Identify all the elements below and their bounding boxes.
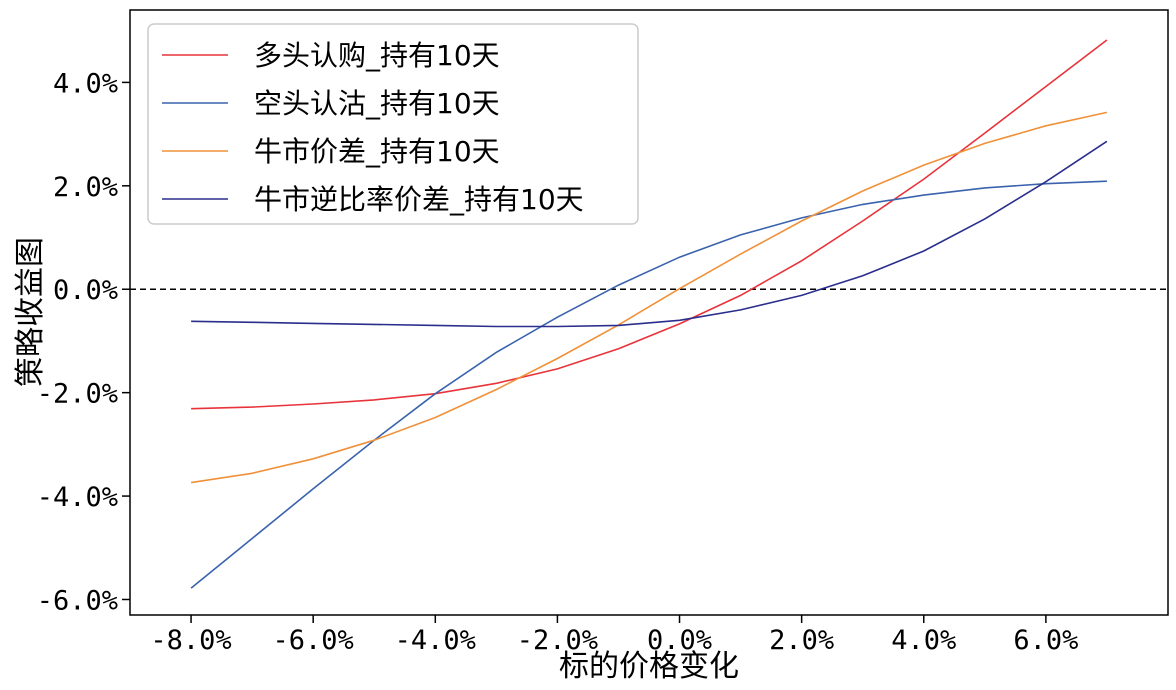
legend-label-2: 牛市价差_持有10天 [254, 135, 500, 168]
legend: 多头认购_持有10天空头认沽_持有10天牛市价差_持有10天牛市逆比率价差_持有… [147, 23, 639, 225]
series-layer [190, 39, 1108, 589]
legend-label-1: 空头认沽_持有10天 [254, 87, 500, 120]
x-tick-label: -4.0% [395, 625, 476, 656]
x-tick-label: 4.0% [891, 625, 956, 656]
x-tick-label: -2.0% [517, 625, 598, 656]
y-tick-label: 0.0% [53, 275, 118, 306]
x-axis-title: 标的价格变化 [559, 649, 739, 684]
legend-box [147, 23, 639, 225]
x-tick-label: 0.0% [647, 625, 712, 656]
y-tick-label: 4.0% [53, 68, 118, 99]
x-axis: -8.0% -6.0% -4.0% -2.0% 0.0% 2.0% 4.0% 6.0% [150, 615, 1078, 656]
y-tick-label: -2.0% [37, 379, 118, 410]
y-tick-label: -6.0% [37, 585, 118, 616]
x-tick-label: 2.0% [769, 625, 834, 656]
y-tick-label: -4.0% [37, 482, 118, 513]
y-axis: -6.0% -4.0% -2.0% 0.0% 2.0% 4.0% [37, 68, 130, 616]
series-line-3 [191, 140, 1108, 328]
legend-label-3: 牛市逆比率价差_持有10天 [254, 183, 584, 216]
plot-frame [129, 9, 1169, 616]
series-line-0 [191, 39, 1108, 410]
x-tick-label: -6.0% [273, 625, 354, 656]
legend-label-0: 多头认购_持有10天 [254, 39, 500, 72]
series-line-2 [190, 111, 1108, 484]
y-axis-title: 策略收益图 [13, 237, 48, 387]
x-tick-label: 6.0% [1013, 625, 1078, 656]
series-line-1 [190, 180, 1107, 589]
y-tick-label: 2.0% [53, 172, 118, 203]
x-tick-label: -8.0% [150, 625, 231, 656]
